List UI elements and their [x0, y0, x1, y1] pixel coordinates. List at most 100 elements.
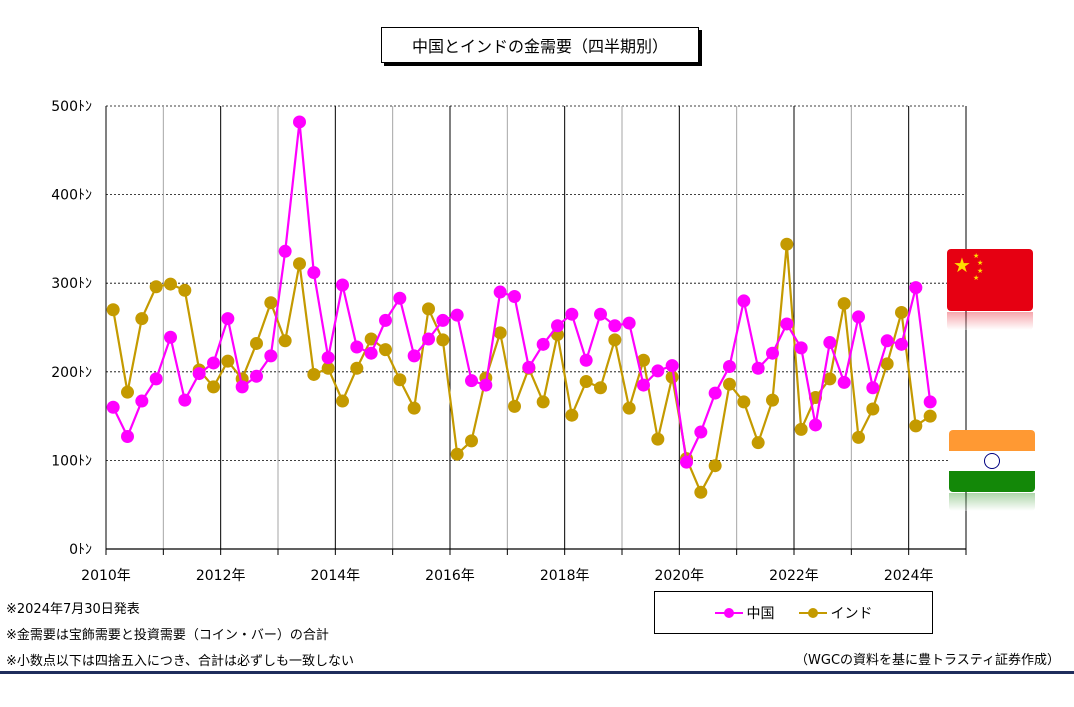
data-point-china: [479, 378, 493, 392]
data-point-india: [321, 361, 335, 375]
data-point-india: [837, 297, 851, 311]
note-release-date: ※2024年7月30日発表: [6, 602, 140, 617]
legend-label-india: インド: [830, 605, 873, 622]
data-point-china: [508, 289, 521, 303]
data-point-china: [149, 372, 163, 386]
data-point-india: [407, 401, 421, 415]
data-point-china: [751, 361, 765, 375]
chart-legend: 中国 インド: [654, 591, 933, 634]
series-layer: [106, 115, 937, 499]
flag-band-saffron: [949, 430, 1035, 451]
data-point-india: [923, 409, 937, 423]
data-point-india: [293, 257, 306, 271]
x-tick-label: 2012年: [196, 568, 246, 584]
china-flag-reflection: [947, 312, 1033, 330]
china-flag-icon: ★ ★ ★ ★ ★: [947, 249, 1033, 311]
axis-layer: 0ﾄﾝ 100ﾄﾝ 200ﾄﾝ 300ﾄﾝ 400ﾄﾝ 500ﾄﾝ 2010年 2012年 20…: [51, 99, 967, 584]
data-point-china: [235, 380, 249, 394]
data-point-india: [909, 419, 923, 433]
data-point-india: [536, 395, 550, 409]
data-point-china: [178, 393, 192, 407]
note-definition: ※金需要は宝飾需要と投資需要（コイン・バー）の合計: [6, 628, 329, 643]
data-point-india: [207, 380, 220, 394]
data-point-china: [422, 332, 435, 346]
y-tick-label: 500ﾄﾝ: [51, 99, 92, 115]
data-point-china: [450, 308, 464, 322]
data-point-india: [307, 367, 321, 381]
data-point-india: [121, 385, 134, 399]
data-point-china: [121, 429, 134, 443]
data-point-china: [106, 400, 120, 414]
ashoka-chakra-icon: [984, 453, 1000, 469]
data-point-china: [594, 307, 607, 321]
india-flag-icon: [949, 430, 1035, 492]
y-tick-label: 0ﾄﾝ: [69, 542, 92, 558]
data-point-china: [536, 337, 550, 351]
data-point-india: [608, 333, 622, 347]
data-point-india: [436, 333, 450, 347]
data-point-india: [579, 375, 593, 389]
data-point-china: [622, 316, 636, 330]
x-tick-label: 2014年: [311, 568, 361, 584]
data-point-china: [565, 307, 579, 321]
data-point-india: [737, 395, 751, 409]
data-point-china: [164, 330, 177, 344]
legend-marker-india: [798, 607, 827, 618]
data-point-china: [852, 310, 865, 324]
data-point-china: [350, 340, 364, 354]
data-point-china: [407, 349, 421, 363]
data-point-china: [250, 369, 263, 383]
data-point-india: [422, 302, 435, 316]
data-point-india: [379, 343, 392, 357]
x-tick-label: 2022年: [769, 568, 819, 584]
note-rounding: ※小数点以下は四捨五入につき、合計は必ずしも一致しない: [6, 654, 354, 669]
data-point-india: [823, 372, 837, 386]
data-point-china: [680, 455, 693, 469]
x-tick-label: 2024年: [884, 568, 934, 584]
data-point-china: [651, 364, 665, 378]
data-point-india: [465, 434, 478, 448]
data-point-india: [637, 353, 650, 367]
data-point-india: [794, 422, 808, 436]
data-point-india: [866, 402, 880, 416]
data-point-india: [751, 436, 765, 450]
data-point-india: [336, 394, 349, 408]
data-point-china: [207, 356, 220, 370]
data-point-china: [293, 115, 306, 129]
y-tick-label: 200ﾄﾝ: [51, 365, 92, 381]
data-point-india: [493, 326, 507, 340]
data-point-china: [364, 346, 378, 360]
data-point-india: [723, 377, 736, 391]
chart-svg: 0ﾄﾝ 100ﾄﾝ 200ﾄﾝ 300ﾄﾝ 400ﾄﾝ 500ﾄﾝ 2010年 2012年 20…: [51, 99, 967, 584]
data-point-china: [579, 353, 593, 367]
data-point-china: [823, 336, 837, 350]
flag-band-green: [949, 471, 1035, 492]
data-point-india: [766, 393, 779, 407]
data-point-india: [780, 237, 794, 251]
x-tick-label: 2020年: [655, 568, 705, 584]
data-point-india: [508, 399, 521, 413]
data-point-china: [278, 244, 292, 258]
data-point-india: [651, 432, 665, 446]
data-point-china: [379, 313, 392, 327]
data-point-india: [852, 430, 865, 444]
data-point-india: [364, 332, 378, 346]
plot-area: [106, 106, 966, 549]
y-tick-label: 100ﾄﾝ: [51, 453, 92, 469]
data-point-india: [106, 303, 120, 317]
x-tick-label: 2010年: [81, 568, 131, 584]
x-tick-label: 2018年: [540, 568, 590, 584]
flag-star-icon: ★: [977, 267, 984, 275]
data-point-china: [766, 346, 779, 360]
data-point-china: [522, 360, 536, 374]
data-point-china: [221, 312, 235, 326]
chart-title-box: 中国とインドの金需要（四半期別）: [381, 27, 699, 63]
data-point-china: [493, 285, 507, 299]
x-tick-label: 2016年: [425, 568, 475, 584]
data-point-china: [694, 425, 708, 439]
y-tick-label: 400ﾄﾝ: [51, 188, 92, 204]
source-note: （WGCの資料を基に豊トラスティ証券作成）: [795, 653, 1060, 668]
flag-star-icon: ★: [973, 274, 980, 282]
data-point-india: [393, 373, 407, 387]
series-line-china: [112, 120, 932, 464]
